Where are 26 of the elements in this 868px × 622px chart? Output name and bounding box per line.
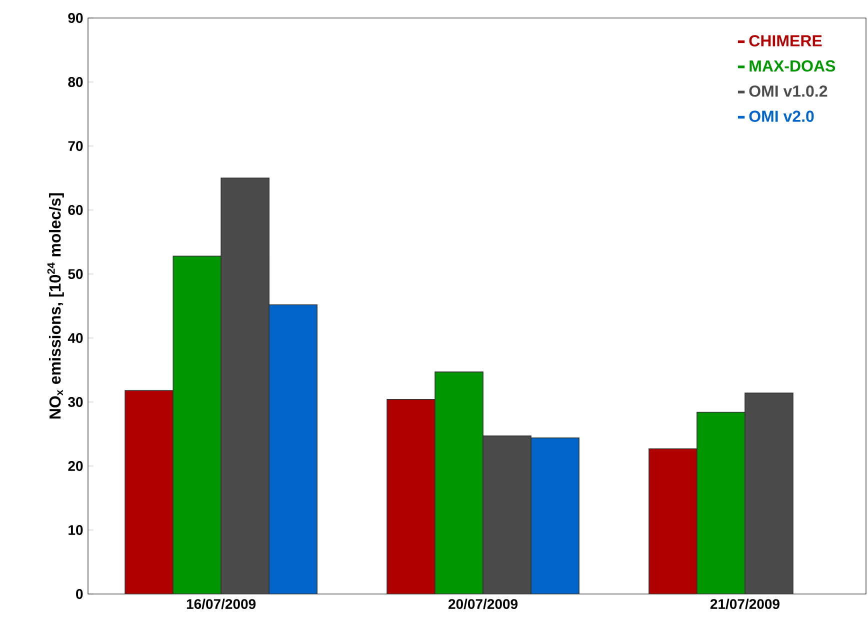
bar <box>744 392 794 594</box>
bar <box>220 178 270 594</box>
y-tick-label: 0 <box>76 589 83 599</box>
y-tick-label: 30 <box>68 397 83 407</box>
bar <box>648 448 698 594</box>
y-tick-label: 10 <box>68 525 83 535</box>
y-tick-label: 80 <box>68 77 83 87</box>
x-tick-label: 21/07/2009 <box>710 598 780 610</box>
y-axis-title: NO$_{x}$ emissions, [10$^{24}$ molec/s] <box>47 193 64 419</box>
legend-label: OMI v2.0 <box>749 110 814 122</box>
legend-label: OMI v1.0.2 <box>749 85 828 97</box>
y-tick-label: 90 <box>68 13 83 23</box>
legend-label: MAX-DOAS <box>750 60 836 72</box>
y-tick-label: 70 <box>68 141 83 151</box>
bar <box>482 436 532 594</box>
y-tick-label: 50 <box>68 269 83 279</box>
legend-label: CHIMERE <box>749 35 822 46</box>
y-tick-label: 60 <box>68 205 83 215</box>
x-tick-label: 16/07/2009 <box>186 598 256 610</box>
bar <box>124 390 174 594</box>
x-tick-label: 20/07/2009 <box>448 598 518 610</box>
y-tick-label: 20 <box>68 461 83 471</box>
bar <box>268 304 318 594</box>
bar <box>530 437 580 594</box>
bar <box>386 399 436 594</box>
y-tick-label: 40 <box>68 333 83 343</box>
